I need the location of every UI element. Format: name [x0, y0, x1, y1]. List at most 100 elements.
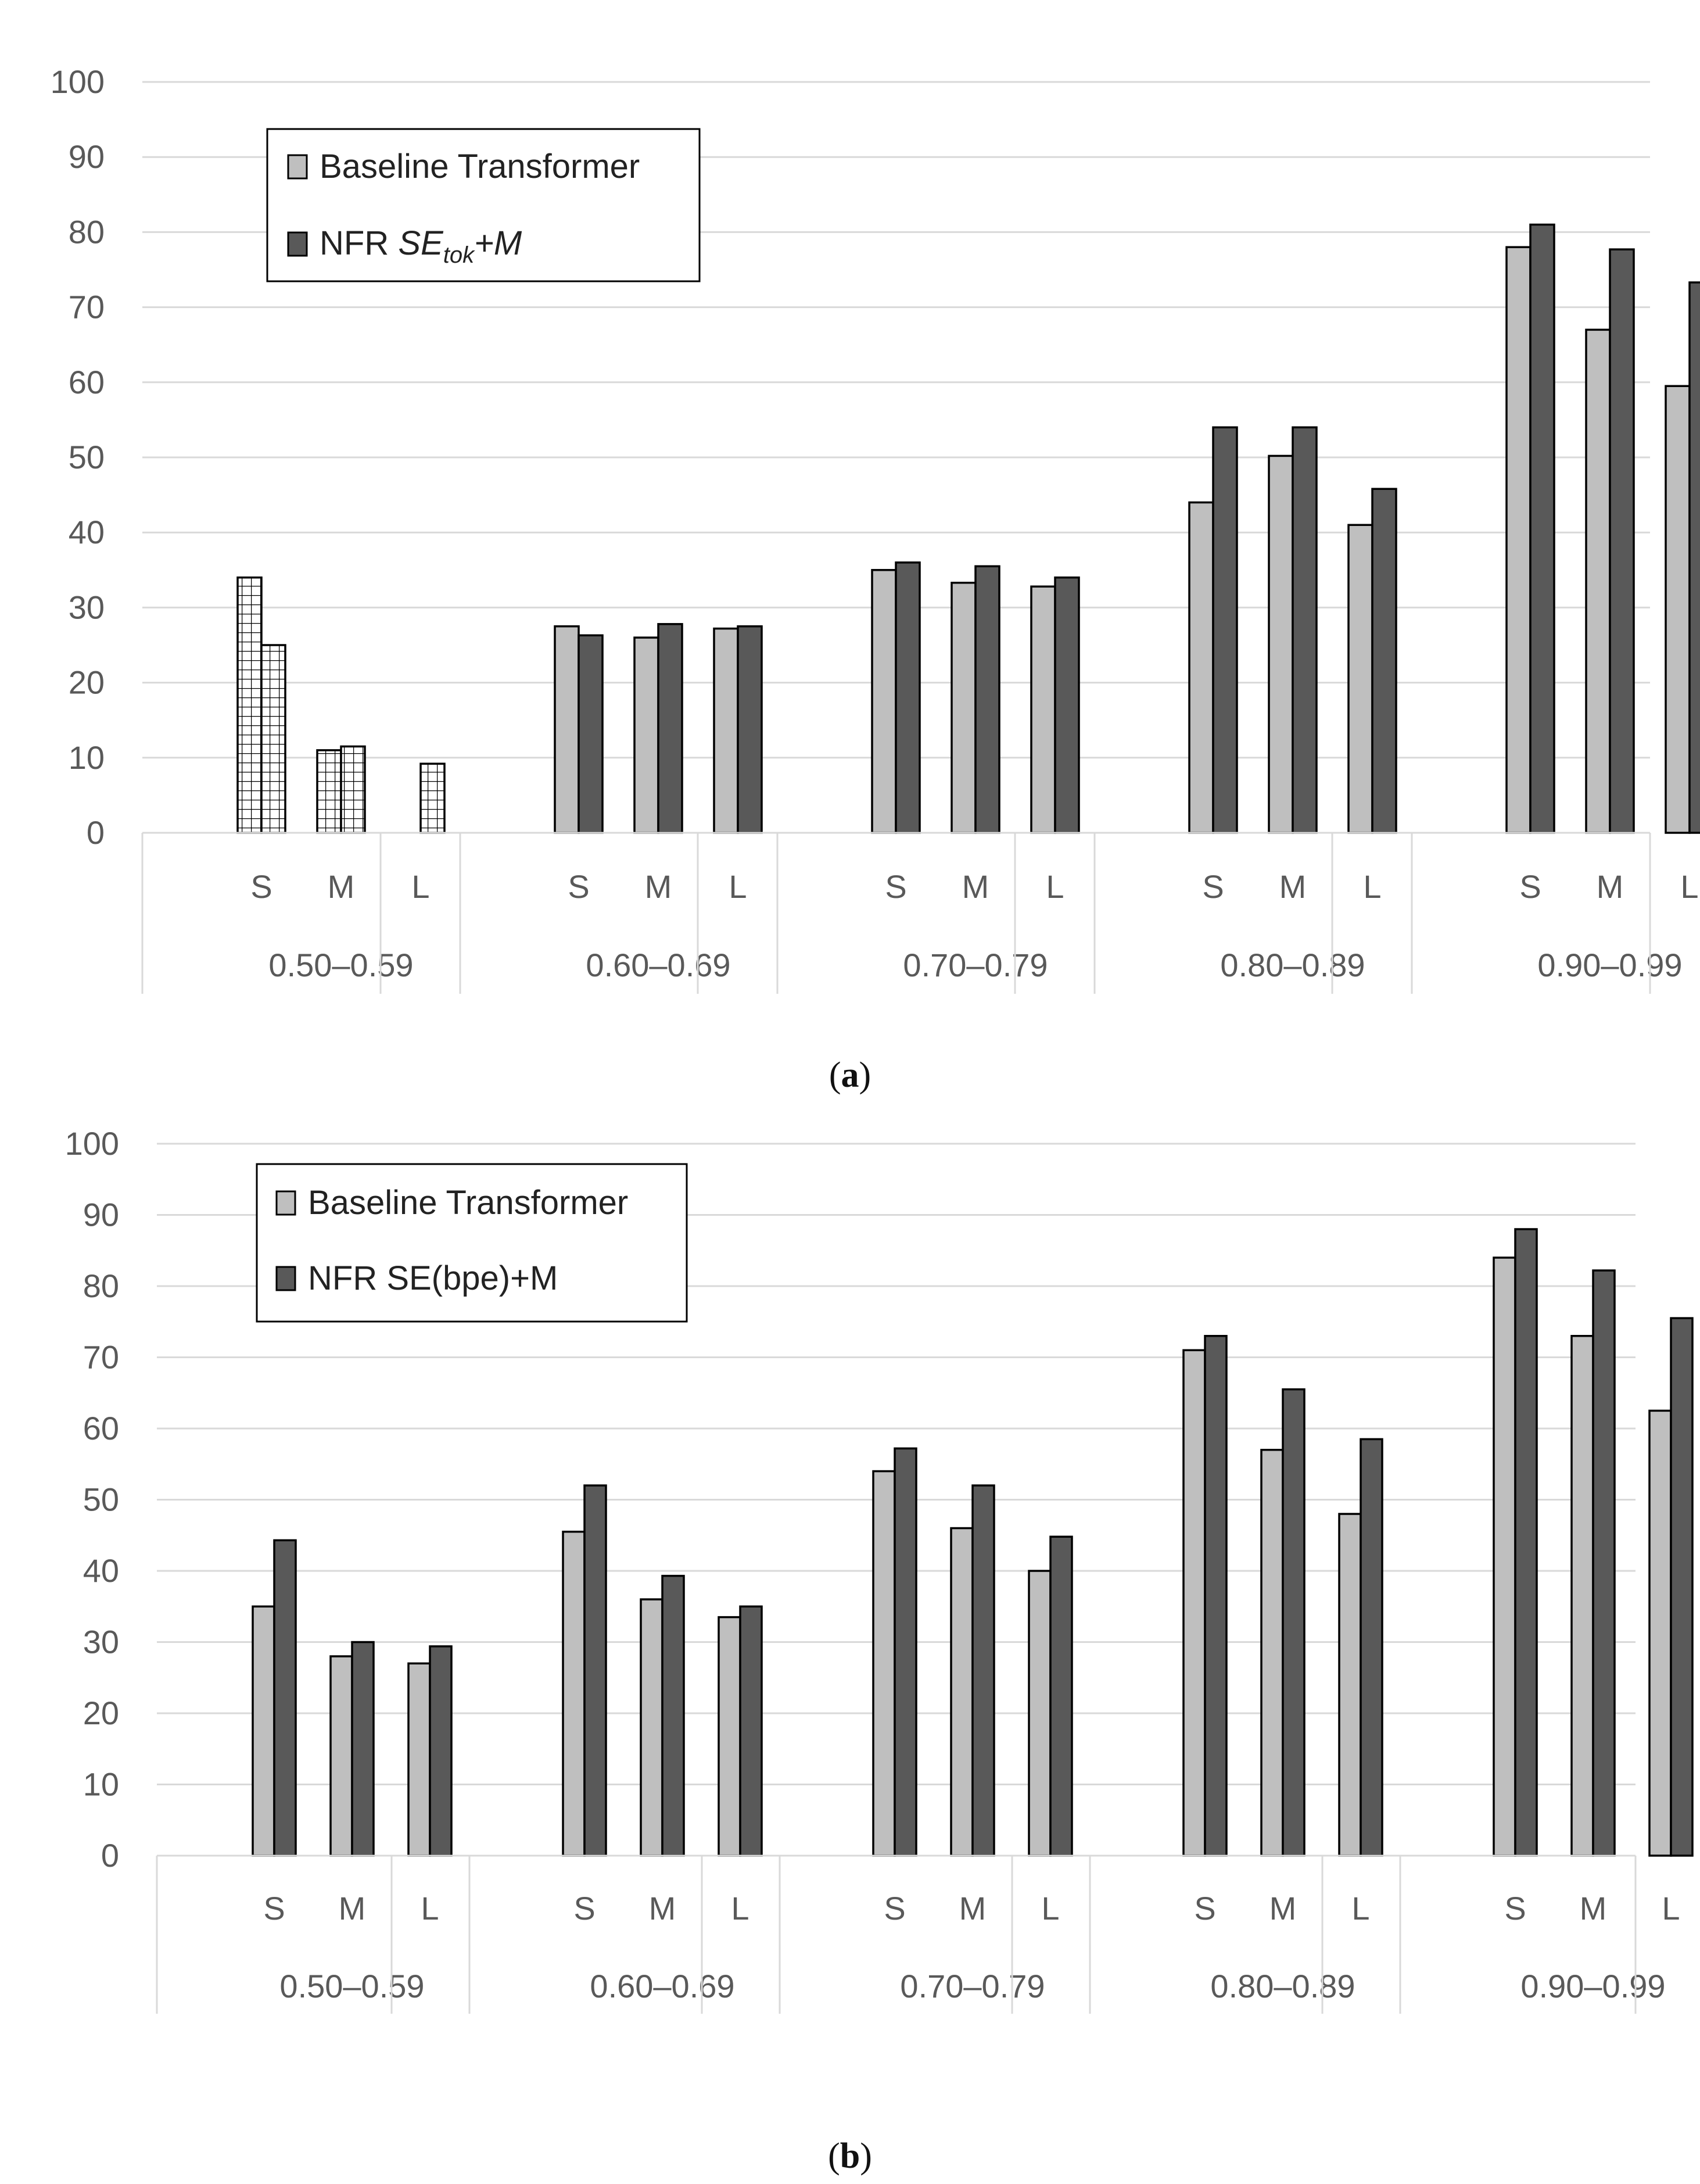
caption-b: (b) — [828, 2136, 872, 2176]
bar-baseline-0.70–0.79-S — [871, 569, 897, 834]
caption-a: (a) — [829, 1055, 871, 1095]
bar-nfr-0.80–0.89-L — [1360, 1438, 1383, 1857]
bar-baseline-0.50–0.59-L — [407, 1662, 431, 1857]
x-group-label: 0.60–0.69 — [590, 1968, 734, 2004]
bar-nfr-0.70–0.79-S — [895, 561, 921, 834]
bar-nfr-0.70–0.79-S — [894, 1447, 917, 1857]
bar-baseline-0.90–0.99-L — [1665, 385, 1691, 834]
bar-baseline-0.50–0.59-M — [329, 1655, 353, 1857]
legend-swatch-nfr — [275, 1266, 296, 1291]
x-subcategory-label: S — [568, 868, 589, 905]
y-tick-label: 80 — [69, 213, 105, 250]
x-subcategory-label: M — [328, 868, 355, 905]
bar-nfr-0.50–0.59-S — [273, 1539, 297, 1857]
bar-baseline-0.50–0.59-S — [252, 1605, 275, 1857]
bar-nfr-0.60–0.69-S — [578, 634, 604, 834]
bar-nfr-0.60–0.69-M — [661, 1574, 685, 1857]
y-tick-label: 100 — [65, 1125, 119, 1162]
bar-baseline-0.60–0.69-S — [554, 625, 580, 834]
bar-baseline-0.80–0.89-S — [1182, 1349, 1206, 1857]
legend-label-baseline: Baseline Transformer — [320, 148, 640, 185]
legend-swatch-baseline — [287, 154, 308, 180]
bar-nfr-0.90–0.99-L — [1670, 1317, 1694, 1857]
bar-baseline-0.70–0.79-M — [950, 1527, 974, 1857]
x-group-label: 0.80–0.89 — [1220, 947, 1365, 983]
chart-panel-a: 0 10 20 30 40 50 60 70 80 90 100 S M L 0.50–0.59 S M L 0.… — [51, 63, 1700, 994]
x-subcategory-label: S — [1194, 1890, 1215, 1927]
x-group-label: 0.80–0.89 — [1210, 1968, 1355, 2004]
x-group-label: 0.70–0.79 — [903, 947, 1048, 983]
bar-nfr-0.90–0.99-M — [1592, 1269, 1616, 1857]
x-group-label: 0.60–0.69 — [586, 947, 730, 983]
x-subcategory-label: L — [1363, 868, 1381, 905]
x-subcategory-label: M — [339, 1890, 366, 1927]
bar-nfr-0.70–0.79-M — [971, 1484, 995, 1857]
bar-baseline-0.70–0.79-L — [1028, 1570, 1052, 1857]
x-subcategory-label: M — [1269, 1890, 1297, 1927]
bar-baseline-0.60–0.69-M — [633, 636, 659, 834]
x-subcategory-label: S — [885, 868, 906, 905]
x-subcategory-label: L — [731, 1890, 749, 1927]
x-subcategory-label: M — [959, 1890, 987, 1927]
x-subcategory-label: M — [1279, 868, 1307, 905]
bar-nfr-0.60–0.69-M — [657, 623, 683, 834]
y-tick-label: 80 — [83, 1268, 119, 1304]
x-group-label: 0.50–0.59 — [268, 947, 413, 983]
x-subcategory-label: M — [962, 868, 989, 905]
x-subcategory-label: S — [1519, 868, 1541, 905]
x-subcategory-label: L — [1662, 1890, 1680, 1927]
y-tick-label: 50 — [69, 439, 105, 475]
y-tick-label: 50 — [83, 1481, 119, 1518]
bar-nfr-0.60–0.69-S — [583, 1484, 607, 1857]
bar-baseline-0.60–0.69-M — [640, 1598, 663, 1857]
legend-box — [256, 1163, 688, 1323]
bar-baseline-0.70–0.79-L — [1030, 585, 1056, 834]
y-tick-label: 90 — [69, 138, 105, 175]
bar-nfr-0.50–0.59-L — [419, 762, 446, 834]
bar-baseline-0.60–0.69-S — [562, 1530, 586, 1857]
bar-baseline-0.60–0.69-L — [718, 1616, 741, 1857]
bar-nfr-0.90–0.99-M — [1609, 248, 1635, 834]
x-subcategory-label: L — [1041, 1890, 1059, 1927]
bar-baseline-0.80–0.89-L — [1347, 524, 1373, 834]
x-subcategory-label: M — [1580, 1890, 1607, 1927]
bar-nfr-0.70–0.79-M — [974, 565, 1000, 834]
y-tick-label: 60 — [69, 364, 105, 400]
bar-baseline-0.70–0.79-M — [951, 582, 977, 834]
bar-baseline-0.50–0.59-S — [236, 576, 263, 834]
bar-nfr-0.50–0.59-M — [351, 1641, 375, 1857]
y-tick-label: 70 — [83, 1339, 119, 1376]
x-subcategory-label: L — [729, 868, 747, 905]
y-tick-label: 90 — [83, 1197, 119, 1233]
x-subcategory-label: S — [1504, 1890, 1526, 1927]
bar-nfr-0.70–0.79-L — [1054, 576, 1080, 834]
x-subcategory-label: S — [884, 1890, 905, 1927]
x-subcategory-label: S — [1202, 868, 1224, 905]
x-subcategory-label: M — [649, 1890, 676, 1927]
y-tick-label: 100 — [51, 63, 105, 100]
y-tick-label: 10 — [83, 1766, 119, 1803]
x-subcategory-label: M — [645, 868, 672, 905]
bar-baseline-0.90–0.99-M — [1585, 328, 1611, 834]
bar-nfr-0.80–0.89-M — [1282, 1388, 1306, 1857]
bar-nfr-0.60–0.69-L — [739, 1605, 763, 1857]
bar-nfr-0.90–0.99-S — [1514, 1228, 1538, 1857]
bar-baseline-0.80–0.89-L — [1338, 1513, 1362, 1857]
legend-label-nfr: NFR SEtok+M — [320, 224, 522, 268]
bar-baseline-0.80–0.89-M — [1268, 454, 1294, 834]
bar-nfr-0.80–0.89-S — [1212, 426, 1238, 834]
bar-nfr-0.80–0.89-S — [1204, 1335, 1228, 1857]
x-group-label: 0.90–0.99 — [1520, 1968, 1665, 2004]
y-tick-label: 70 — [69, 289, 105, 325]
x-subcategory-label: S — [250, 868, 272, 905]
bar-baseline-0.80–0.89-S — [1188, 501, 1214, 834]
bar-baseline-0.60–0.69-L — [713, 627, 739, 834]
legend-box — [266, 128, 701, 282]
bar-nfr-0.90–0.99-L — [1688, 281, 1700, 834]
x-subcategory-label: M — [1597, 868, 1624, 905]
bar-baseline-0.90–0.99-S — [1505, 246, 1532, 834]
x-group-label: 0.70–0.79 — [900, 1968, 1045, 2004]
y-tick-label: 30 — [83, 1624, 119, 1660]
bar-nfr-0.80–0.89-L — [1371, 488, 1397, 834]
legend-label-nfr: NFR SE(bpe)+M — [308, 1259, 558, 1297]
